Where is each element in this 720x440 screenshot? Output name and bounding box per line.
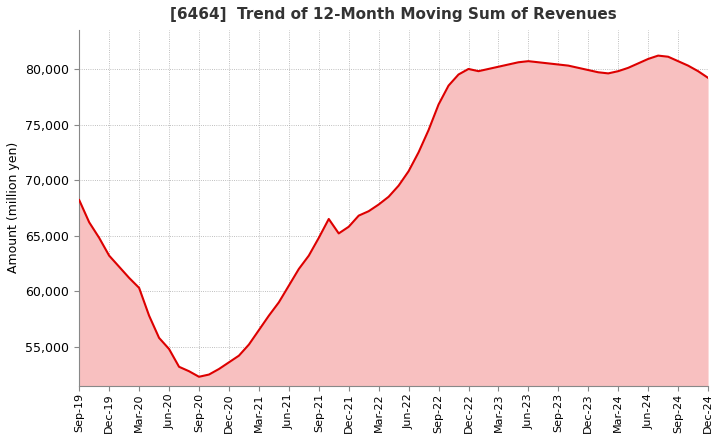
Title: [6464]  Trend of 12-Month Moving Sum of Revenues: [6464] Trend of 12-Month Moving Sum of R… [170,7,617,22]
Y-axis label: Amount (million yen): Amount (million yen) [7,142,20,274]
